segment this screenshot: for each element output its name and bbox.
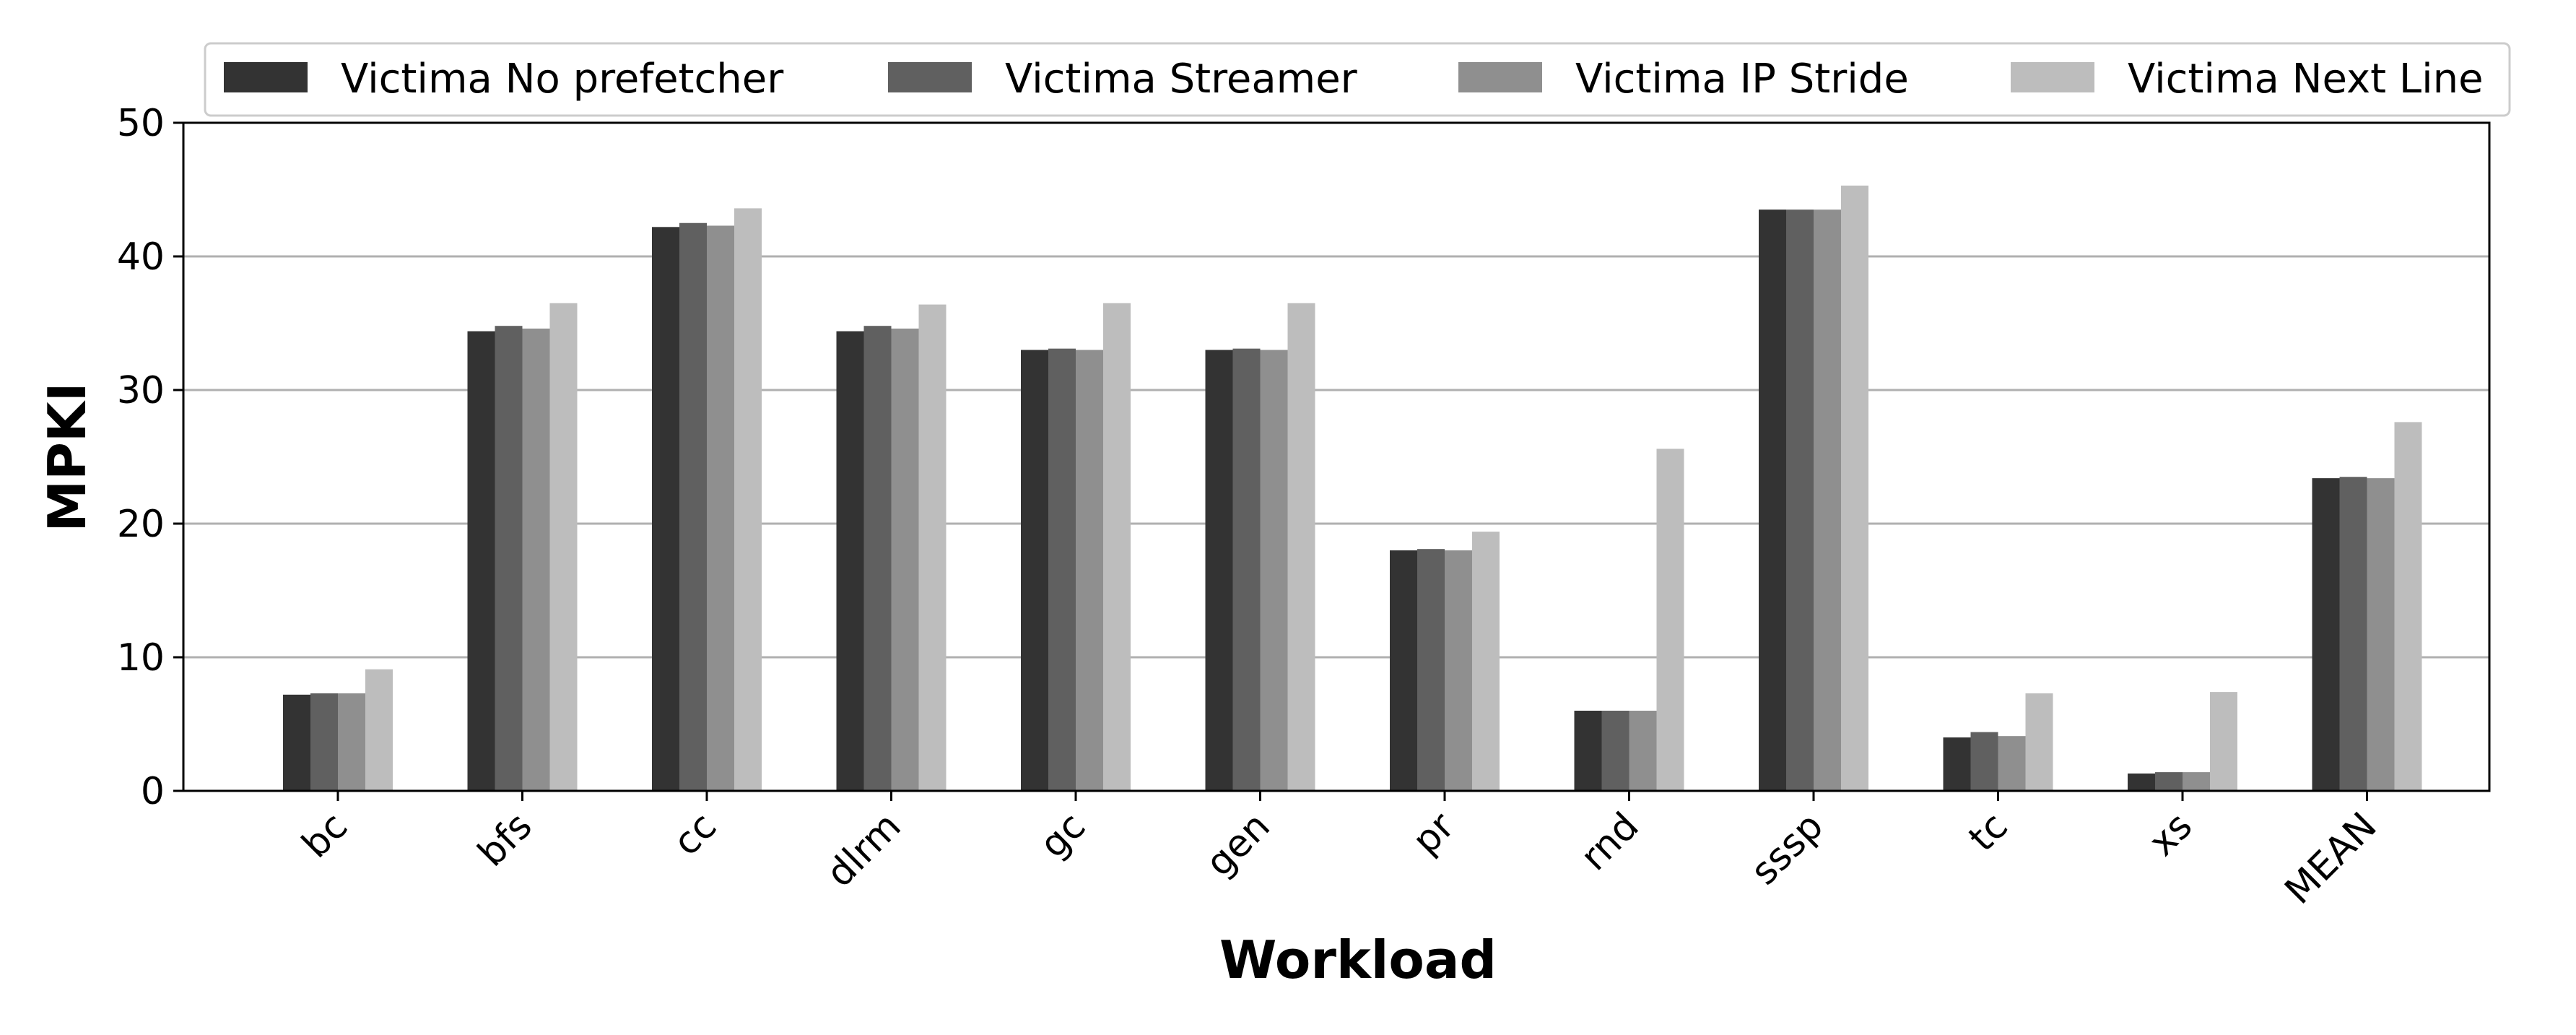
bar-cc-series-2	[679, 222, 707, 791]
bar-cc-series-4	[734, 208, 762, 791]
x-tick-label: rnd	[1572, 805, 1648, 880]
bar-pr-series-1	[1390, 550, 1417, 791]
bar-gc-series-4	[1103, 303, 1131, 791]
bar-tc-series-1	[1943, 737, 1971, 791]
x-axis-ticks: bc bfs cc dlrm gc gen pr rnd sssp tc xs MEAN	[294, 791, 2385, 913]
bar-rnd-series-2	[1601, 711, 1629, 791]
legend: Victima No prefetcher Victima Streamer Vic…	[204, 42, 2511, 117]
bar-tc-series-2	[1970, 732, 1998, 791]
legend-swatch	[888, 62, 972, 92]
bar-bfs-series-4	[549, 303, 578, 791]
bar-gc-series-1	[1021, 350, 1048, 791]
bar-tc-series-4	[2025, 693, 2053, 791]
bar-mean-series-2	[2339, 477, 2367, 791]
bar-bfs-series-3	[522, 328, 550, 791]
y-tick-label: 0	[141, 770, 165, 813]
legend-label: Victima IP Stride	[1575, 56, 1909, 103]
bar-xs-series-3	[2183, 772, 2210, 791]
bar-dlrm-series-2	[863, 326, 892, 791]
bar-rnd-series-1	[1574, 711, 1602, 791]
y-tick-label: 10	[117, 636, 165, 680]
bar-sssp-series-1	[1759, 209, 1786, 791]
legend-label: Victima Streamer	[1005, 56, 1358, 103]
bar-xs-series-4	[2210, 692, 2237, 791]
bar-dlrm-series-4	[918, 304, 947, 792]
bar-tc-series-3	[1998, 736, 2026, 791]
bar-dlrm-series-3	[891, 328, 919, 791]
bar-dlrm-series-1	[836, 331, 864, 792]
x-tick-label: MEAN	[2277, 805, 2385, 913]
x-tick-label: cc	[665, 805, 725, 865]
x-tick-label: gen	[1198, 805, 1279, 885]
bar-bfs-series-2	[495, 326, 523, 791]
legend-frame	[204, 42, 2511, 117]
x-tick-label: pr	[1404, 804, 1463, 862]
bar-cc-series-3	[707, 225, 734, 791]
bar-sssp-series-3	[1814, 209, 1841, 791]
y-tick-label: 20	[117, 503, 165, 546]
bar-xs-series-1	[2128, 773, 2155, 791]
bar-rnd-series-4	[1656, 449, 1684, 791]
bar-gc-series-3	[1076, 350, 1103, 791]
bar-bfs-series-1	[467, 331, 495, 792]
bar-gc-series-2	[1048, 348, 1076, 791]
bar-sssp-series-2	[1786, 209, 1814, 791]
bar-bc-series-2	[310, 693, 338, 791]
x-tick-label: gc	[1032, 805, 1094, 867]
bar-sssp-series-4	[1841, 185, 1868, 791]
bar-bc-series-1	[283, 694, 310, 791]
y-axis-ticks: 0 10 20 30 40 50	[117, 102, 183, 813]
y-tick-label: 50	[117, 102, 165, 145]
y-tick-label: 30	[117, 369, 165, 412]
x-tick-label: sssp	[1743, 805, 1832, 893]
bar-mean-series-4	[2394, 422, 2422, 791]
bar-mean-series-3	[2367, 478, 2395, 791]
legend-label: Victima No prefetcher	[341, 56, 784, 103]
bar-mean-series-1	[2312, 478, 2340, 791]
x-tick-label: tc	[1961, 805, 2016, 860]
x-tick-label: bc	[294, 805, 356, 867]
bar-cc-series-1	[652, 227, 679, 791]
bar-gen-series-3	[1260, 350, 1288, 791]
bar-bc-series-4	[365, 669, 393, 791]
plot-frame	[182, 121, 2491, 792]
legend-swatch	[1458, 62, 1542, 92]
legend-items: Victima No prefetcher Victima Streamer Vic…	[224, 56, 2484, 103]
bar-xs-series-2	[2155, 772, 2183, 791]
legend-swatch	[2011, 62, 2094, 92]
bar-pr-series-3	[1445, 550, 1472, 791]
x-tick-label: dlrm	[818, 805, 909, 896]
bar-gen-series-2	[1232, 348, 1261, 791]
bar-gen-series-1	[1205, 350, 1233, 791]
y-axis-title: MPKI	[37, 383, 97, 532]
bar-pr-series-4	[1472, 532, 1500, 791]
x-tick-label: xs	[2141, 805, 2201, 865]
bars	[283, 185, 2422, 792]
x-tick-label: bfs	[470, 805, 541, 875]
bar-gen-series-4	[1287, 303, 1315, 791]
bar-pr-series-2	[1417, 549, 1445, 791]
legend-swatch	[224, 62, 308, 92]
y-tick-label: 40	[117, 235, 165, 279]
legend-label: Victima Next Line	[2128, 56, 2484, 103]
bar-rnd-series-3	[1629, 711, 1657, 791]
bar-bc-series-3	[338, 693, 365, 791]
x-axis-title: Workload	[1219, 930, 1497, 990]
